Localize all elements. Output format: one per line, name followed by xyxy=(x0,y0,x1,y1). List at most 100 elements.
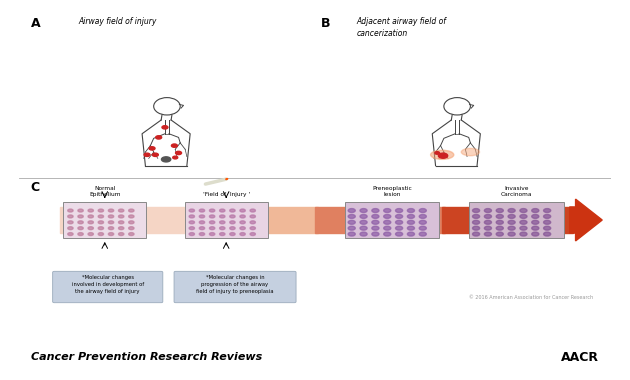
Circle shape xyxy=(88,221,93,224)
Circle shape xyxy=(419,209,427,212)
Circle shape xyxy=(508,209,515,212)
Circle shape xyxy=(544,226,551,230)
Circle shape xyxy=(372,220,379,224)
Text: Airway field of injury: Airway field of injury xyxy=(78,17,156,26)
Circle shape xyxy=(230,221,235,224)
Text: © 2016 American Association for Cancer Research: © 2016 American Association for Cancer R… xyxy=(469,295,593,300)
Circle shape xyxy=(348,214,355,218)
Circle shape xyxy=(484,226,491,230)
Circle shape xyxy=(360,220,367,224)
Circle shape xyxy=(161,157,171,162)
Circle shape xyxy=(384,226,391,230)
Circle shape xyxy=(88,233,93,236)
Circle shape xyxy=(162,126,168,129)
Text: Normal
Epithelium: Normal Epithelium xyxy=(89,186,120,197)
Circle shape xyxy=(199,221,205,224)
Bar xyxy=(442,207,573,233)
Circle shape xyxy=(372,232,379,236)
Circle shape xyxy=(129,215,134,218)
Circle shape xyxy=(384,209,391,212)
Circle shape xyxy=(520,226,527,230)
Circle shape xyxy=(484,214,491,218)
Circle shape xyxy=(129,233,134,236)
Circle shape xyxy=(384,232,391,236)
Circle shape xyxy=(189,221,195,224)
Circle shape xyxy=(230,209,235,212)
Bar xyxy=(315,207,445,233)
Circle shape xyxy=(396,232,403,236)
Circle shape xyxy=(419,214,427,218)
Circle shape xyxy=(152,153,158,157)
Text: Cancer Prevention Research Reviews: Cancer Prevention Research Reviews xyxy=(31,352,262,362)
Circle shape xyxy=(98,233,103,236)
Circle shape xyxy=(408,220,415,224)
Circle shape xyxy=(508,214,515,218)
Circle shape xyxy=(544,220,551,224)
FancyArrow shape xyxy=(570,199,602,241)
Text: Invasive
Carcinoma: Invasive Carcinoma xyxy=(501,186,532,197)
Circle shape xyxy=(348,220,355,224)
Circle shape xyxy=(199,215,205,218)
Circle shape xyxy=(209,233,215,236)
Circle shape xyxy=(508,226,515,230)
Circle shape xyxy=(408,214,415,218)
Circle shape xyxy=(484,232,491,236)
Circle shape xyxy=(408,232,415,236)
Circle shape xyxy=(520,232,527,236)
Circle shape xyxy=(144,153,150,157)
Circle shape xyxy=(472,209,479,212)
Circle shape xyxy=(484,209,491,212)
Circle shape xyxy=(360,232,367,236)
Bar xyxy=(345,202,439,238)
Circle shape xyxy=(189,215,195,218)
Circle shape xyxy=(108,221,113,224)
Circle shape xyxy=(250,227,255,230)
Circle shape xyxy=(508,220,515,224)
Circle shape xyxy=(520,209,527,212)
FancyBboxPatch shape xyxy=(53,271,163,303)
Circle shape xyxy=(68,227,73,230)
Circle shape xyxy=(250,209,255,212)
Circle shape xyxy=(68,209,73,212)
Circle shape xyxy=(532,209,539,212)
Circle shape xyxy=(348,209,355,212)
Circle shape xyxy=(88,215,93,218)
Circle shape xyxy=(360,226,367,230)
Circle shape xyxy=(348,232,355,236)
Circle shape xyxy=(250,215,255,218)
Circle shape xyxy=(220,227,225,230)
Circle shape xyxy=(209,215,215,218)
Circle shape xyxy=(360,209,367,212)
Circle shape xyxy=(384,214,391,218)
Circle shape xyxy=(209,227,215,230)
Ellipse shape xyxy=(430,150,454,159)
Circle shape xyxy=(156,136,162,139)
Bar xyxy=(185,202,268,238)
Circle shape xyxy=(396,214,403,218)
Bar xyxy=(60,207,191,233)
Circle shape xyxy=(68,233,73,236)
Circle shape xyxy=(108,209,113,212)
Text: A: A xyxy=(31,17,40,30)
Circle shape xyxy=(472,220,479,224)
Text: Preneoplastic
lesion: Preneoplastic lesion xyxy=(372,186,412,197)
Circle shape xyxy=(408,209,415,212)
Circle shape xyxy=(472,214,479,218)
Circle shape xyxy=(78,221,83,224)
Circle shape xyxy=(78,233,83,236)
Circle shape xyxy=(98,227,103,230)
Text: *Molecular changes
involved in development of
the airway field of injury: *Molecular changes involved in developme… xyxy=(72,275,144,294)
Circle shape xyxy=(88,209,93,212)
Circle shape xyxy=(396,209,403,212)
Circle shape xyxy=(209,221,215,224)
Circle shape xyxy=(230,233,235,236)
Circle shape xyxy=(496,226,503,230)
Circle shape xyxy=(220,221,225,224)
Circle shape xyxy=(189,233,195,236)
FancyBboxPatch shape xyxy=(174,271,296,303)
Circle shape xyxy=(496,220,503,224)
Circle shape xyxy=(78,227,83,230)
Circle shape xyxy=(419,232,427,236)
Circle shape xyxy=(484,220,491,224)
Circle shape xyxy=(220,215,225,218)
